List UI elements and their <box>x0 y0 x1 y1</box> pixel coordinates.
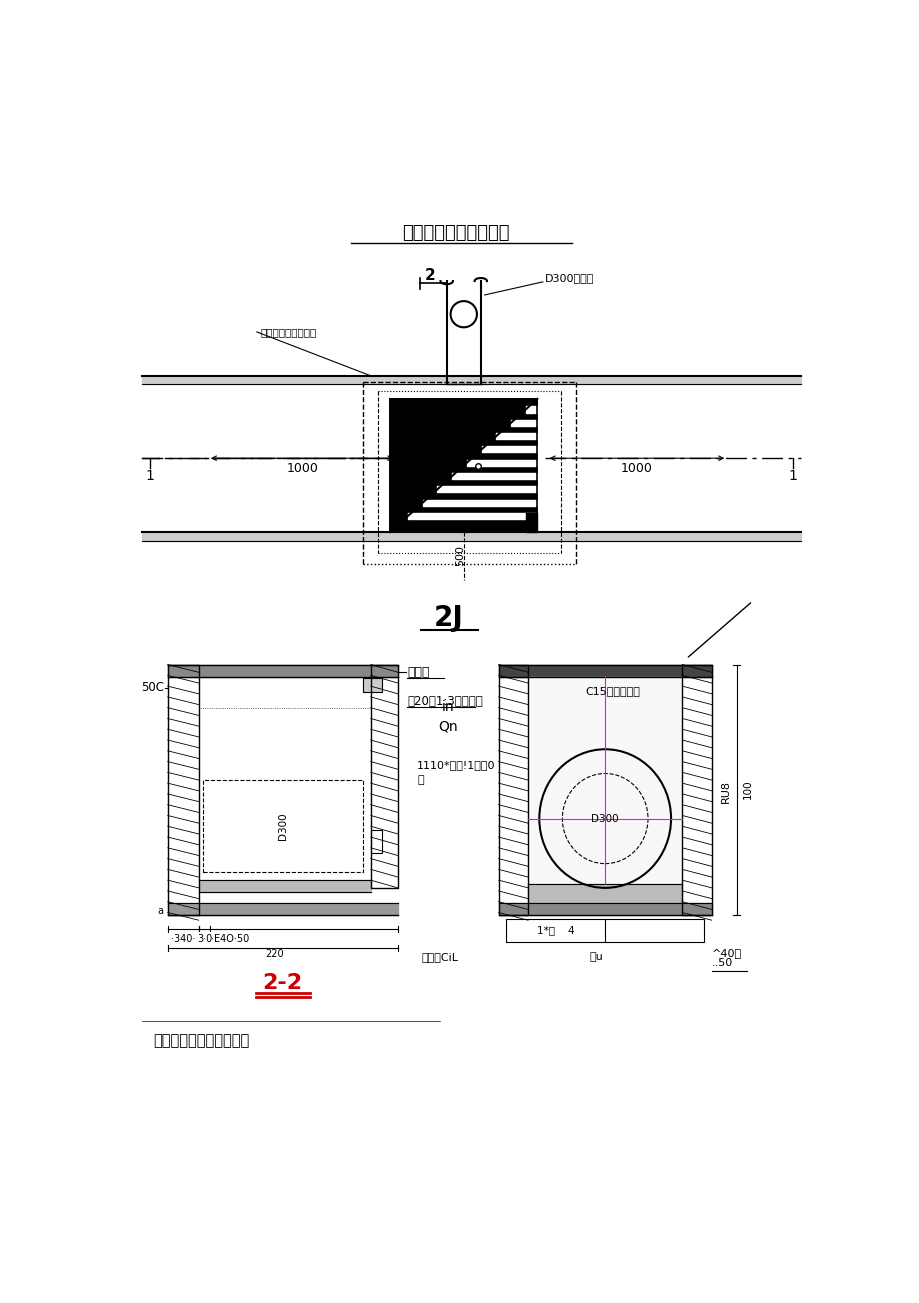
Text: ·E4O·50: ·E4O·50 <box>210 934 248 945</box>
Text: 立缘石: 立缘石 <box>407 666 429 679</box>
Text: 500: 500 <box>454 546 464 567</box>
Text: 1: 1 <box>145 469 154 483</box>
Text: 100: 100 <box>742 780 752 800</box>
Text: a: a <box>158 906 164 916</box>
Text: 系坝踏缘石取中放置: 系坝踏缘石取中放置 <box>260 327 317 337</box>
Text: 四、雨水支管的施工工艺: 四、雨水支管的施工工艺 <box>153 1033 250 1048</box>
Text: 别一出CiL: 别一出CiL <box>421 952 458 962</box>
Text: 2J: 2J <box>433 605 462 632</box>
Text: 1: 1 <box>788 469 797 483</box>
Text: Qn: Qn <box>438 719 458 734</box>
Text: 1000: 1000 <box>287 461 318 474</box>
Bar <box>363 679 382 692</box>
Text: 砖砌偏沟式单算雨水口: 砖砌偏沟式单算雨水口 <box>402 224 509 242</box>
Bar <box>202 780 363 873</box>
Text: 2-2: 2-2 <box>263 972 302 993</box>
Text: 砖: 砖 <box>417 775 424 786</box>
Bar <box>390 399 537 532</box>
Text: in: in <box>441 700 454 714</box>
Text: 座20皇1:3水泥砂浆: 座20皇1:3水泥砂浆 <box>407 694 482 708</box>
Text: 1*：    4: 1*： 4 <box>537 925 574 936</box>
Text: 盘u: 盘u <box>589 952 603 962</box>
Text: D300雨水管: D300雨水管 <box>545 274 594 283</box>
Text: ·340·: ·340· <box>171 934 195 945</box>
Text: 1110*近？!1翘心0: 1110*近？!1翘心0 <box>417 760 495 770</box>
Text: D300: D300 <box>278 813 288 840</box>
Text: RU8: RU8 <box>720 780 730 803</box>
Bar <box>505 919 703 942</box>
Text: 2: 2 <box>424 268 435 283</box>
Text: 50C: 50C <box>141 681 164 694</box>
Bar <box>370 830 382 853</box>
Text: C15砾石混凝土: C15砾石混凝土 <box>584 687 640 697</box>
Text: ..50: ..50 <box>711 958 732 968</box>
Text: D300: D300 <box>591 813 618 823</box>
Text: 3·0: 3·0 <box>197 934 212 945</box>
Text: 1000: 1000 <box>620 461 652 474</box>
Text: 220: 220 <box>266 949 284 959</box>
Text: ^40．: ^40． <box>711 949 741 958</box>
